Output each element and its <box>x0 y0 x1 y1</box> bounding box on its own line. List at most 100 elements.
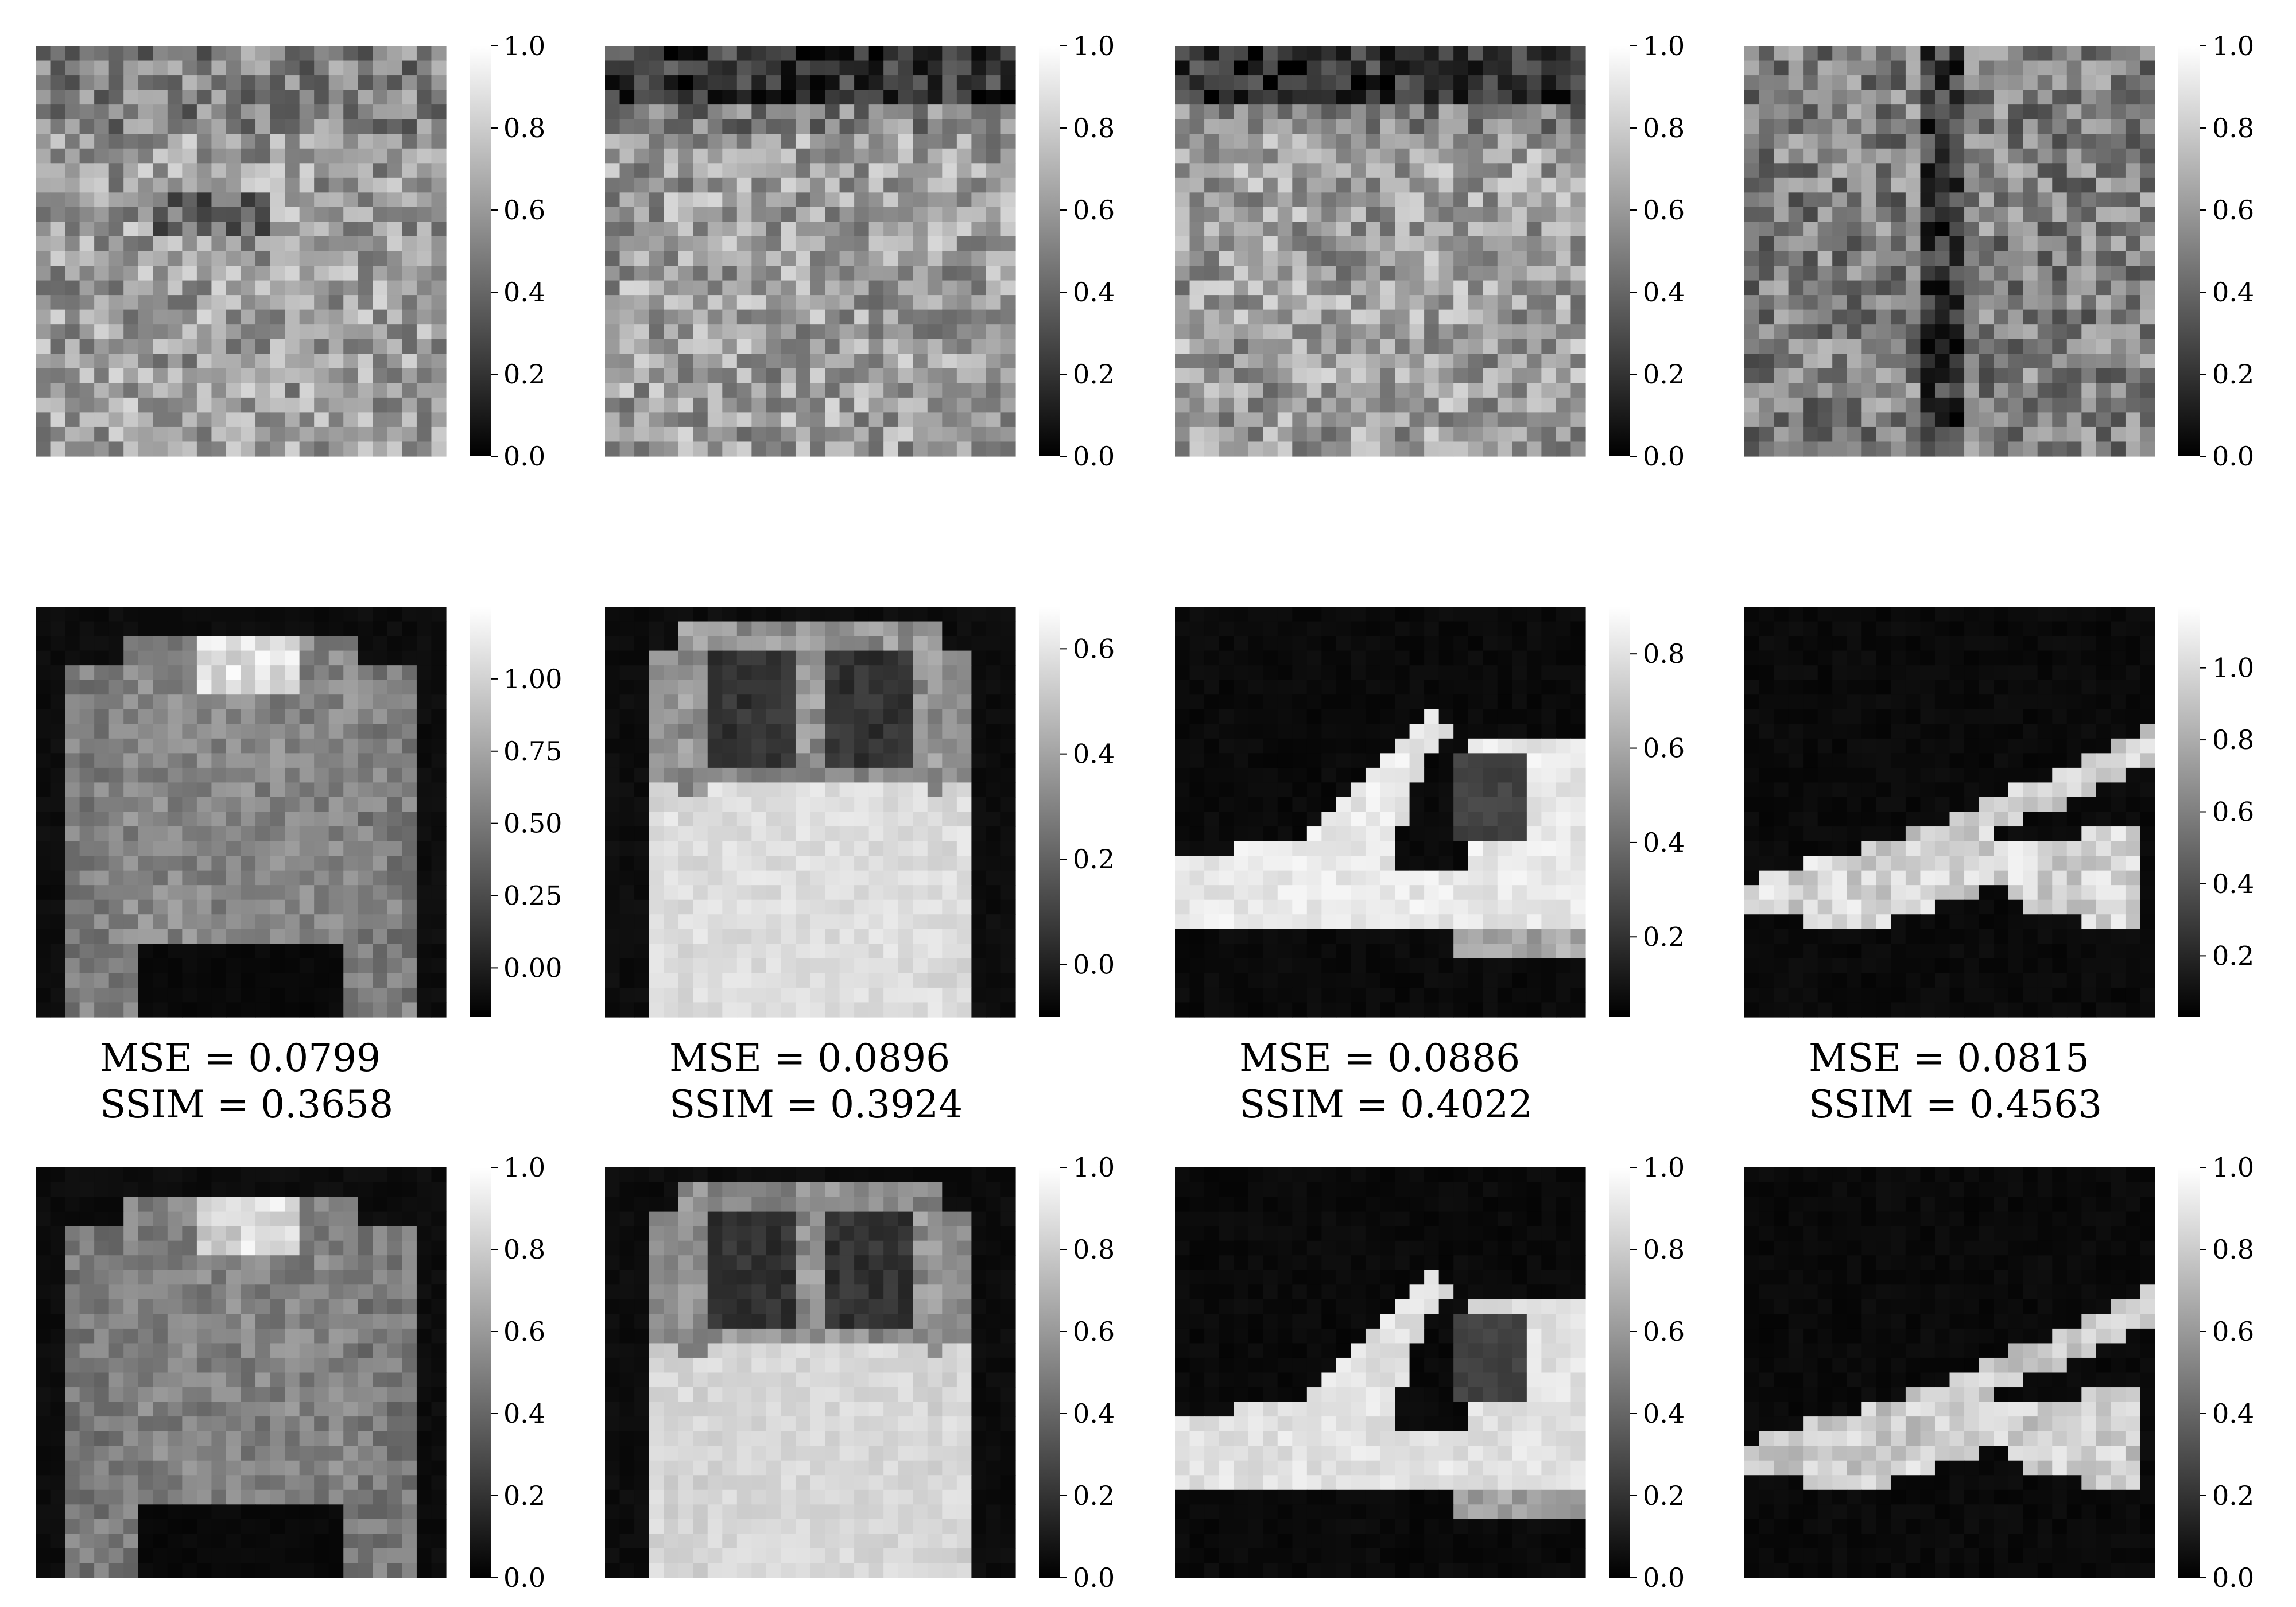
heatmap-cell <box>255 163 271 178</box>
heatmap-cell <box>65 856 80 871</box>
heatmap-cell <box>2111 177 2126 193</box>
heatmap-cell <box>1175 426 1190 442</box>
heatmap-cell <box>1321 119 1337 134</box>
heatmap-cell <box>971 266 987 281</box>
heatmap-cell <box>1774 441 1789 457</box>
heatmap-cell <box>416 119 432 134</box>
heatmap-cell <box>1263 441 1278 457</box>
heatmap-cell <box>182 354 197 369</box>
heatmap-cell <box>927 412 943 428</box>
heatmap-cell <box>1351 266 1366 281</box>
heatmap-cell <box>736 636 752 651</box>
heatmap-cell <box>79 295 95 310</box>
heatmap-cell <box>373 266 388 281</box>
heatmap-cell <box>1204 148 1220 164</box>
heatmap-cell <box>649 177 664 193</box>
heatmap-cell <box>373 295 388 310</box>
heatmap-cell <box>1219 207 1234 223</box>
heatmap-cell <box>956 324 972 340</box>
heatmap-cell <box>1949 251 1965 266</box>
heatmap-cell <box>79 177 95 193</box>
heatmap-cell <box>402 826 417 842</box>
heatmap-cell <box>1234 207 1249 223</box>
heatmap-cell <box>1380 75 1395 91</box>
heatmap-cell <box>328 607 344 622</box>
heatmap-cell <box>1380 236 1395 252</box>
heatmap-cell <box>108 60 124 76</box>
heatmap-cell <box>1000 148 1016 164</box>
heatmap-cell <box>328 119 344 134</box>
heatmap-cell <box>898 694 913 710</box>
heatmap-cell <box>1424 104 1440 120</box>
heatmap-cell <box>2037 236 2053 252</box>
heatmap-cell <box>1803 46 1818 61</box>
heatmap-cell <box>1438 222 1454 237</box>
heatmap-cell <box>2140 222 2155 237</box>
heatmap-cell <box>781 899 796 915</box>
heatmap-cell <box>619 1002 635 1018</box>
heatmap-cell <box>270 90 285 105</box>
heatmap-cell <box>781 753 796 768</box>
heatmap-cell <box>167 163 183 178</box>
heatmap-cell <box>1292 324 1308 340</box>
heatmap-cell <box>1336 339 1352 354</box>
heatmap-cell <box>387 753 402 768</box>
heatmap-cell <box>722 236 738 252</box>
heatmap-cell <box>1438 709 1454 724</box>
heatmap-cell <box>1365 266 1381 281</box>
heatmap-cell <box>825 914 840 930</box>
heatmap-cell <box>649 767 664 783</box>
heatmap-cell <box>50 621 65 636</box>
heatmap-cell <box>1483 426 1498 442</box>
heatmap-cell <box>736 724 752 739</box>
heatmap-cell <box>649 295 664 310</box>
heatmap-cell <box>2052 222 2068 237</box>
heatmap-cell <box>1204 309 1220 325</box>
heatmap-cell <box>1876 324 1891 340</box>
heatmap-cell <box>971 885 987 900</box>
heatmap-cell <box>1000 309 1016 325</box>
heatmap-cell <box>795 738 811 754</box>
heatmap-cell <box>1905 90 1921 105</box>
heatmap-cell <box>619 856 635 871</box>
heatmap-cell <box>898 397 913 413</box>
heatmap-cell <box>373 412 388 428</box>
heatmap-cell <box>2066 295 2082 310</box>
heatmap-cell <box>971 607 987 622</box>
heatmap-cell <box>1905 309 1921 325</box>
heatmap-cell <box>839 973 855 988</box>
heatmap-cell <box>1994 104 2009 120</box>
heatmap-cell <box>913 709 928 724</box>
heatmap-cell <box>1365 295 1381 310</box>
heatmap-cell <box>65 782 80 798</box>
heatmap-cell <box>36 266 51 281</box>
heatmap-cell <box>2037 60 2053 76</box>
heatmap-cell <box>986 636 1002 651</box>
heatmap-cell <box>2023 104 2038 120</box>
heatmap-cell <box>751 812 767 827</box>
heatmap-cell <box>358 412 373 428</box>
heatmap-cell <box>1847 309 1862 325</box>
heatmap-cell <box>781 782 796 798</box>
heatmap-cell <box>605 973 620 988</box>
heatmap-cell <box>605 709 620 724</box>
heatmap-cell <box>314 236 329 252</box>
heatmap-cell <box>868 251 884 266</box>
heatmap-cell <box>299 753 315 768</box>
heatmap-cell <box>94 90 110 105</box>
heatmap-cell <box>50 636 65 651</box>
heatmap-cell <box>270 944 285 959</box>
heatmap-cell <box>736 75 752 91</box>
heatmap-cell <box>50 222 65 237</box>
heatmap-cell <box>299 251 315 266</box>
heatmap-cell <box>138 929 153 944</box>
heatmap-cell <box>1979 134 1994 149</box>
heatmap-cell <box>1380 339 1395 354</box>
heatmap-cell <box>825 1002 840 1018</box>
heatmap-cell <box>971 767 987 783</box>
heatmap-cell <box>2023 134 2038 149</box>
heatmap-cell <box>123 90 139 105</box>
heatmap-cell <box>736 236 752 252</box>
heatmap-cell <box>1541 46 1557 61</box>
heatmap-cell <box>2096 368 2111 383</box>
